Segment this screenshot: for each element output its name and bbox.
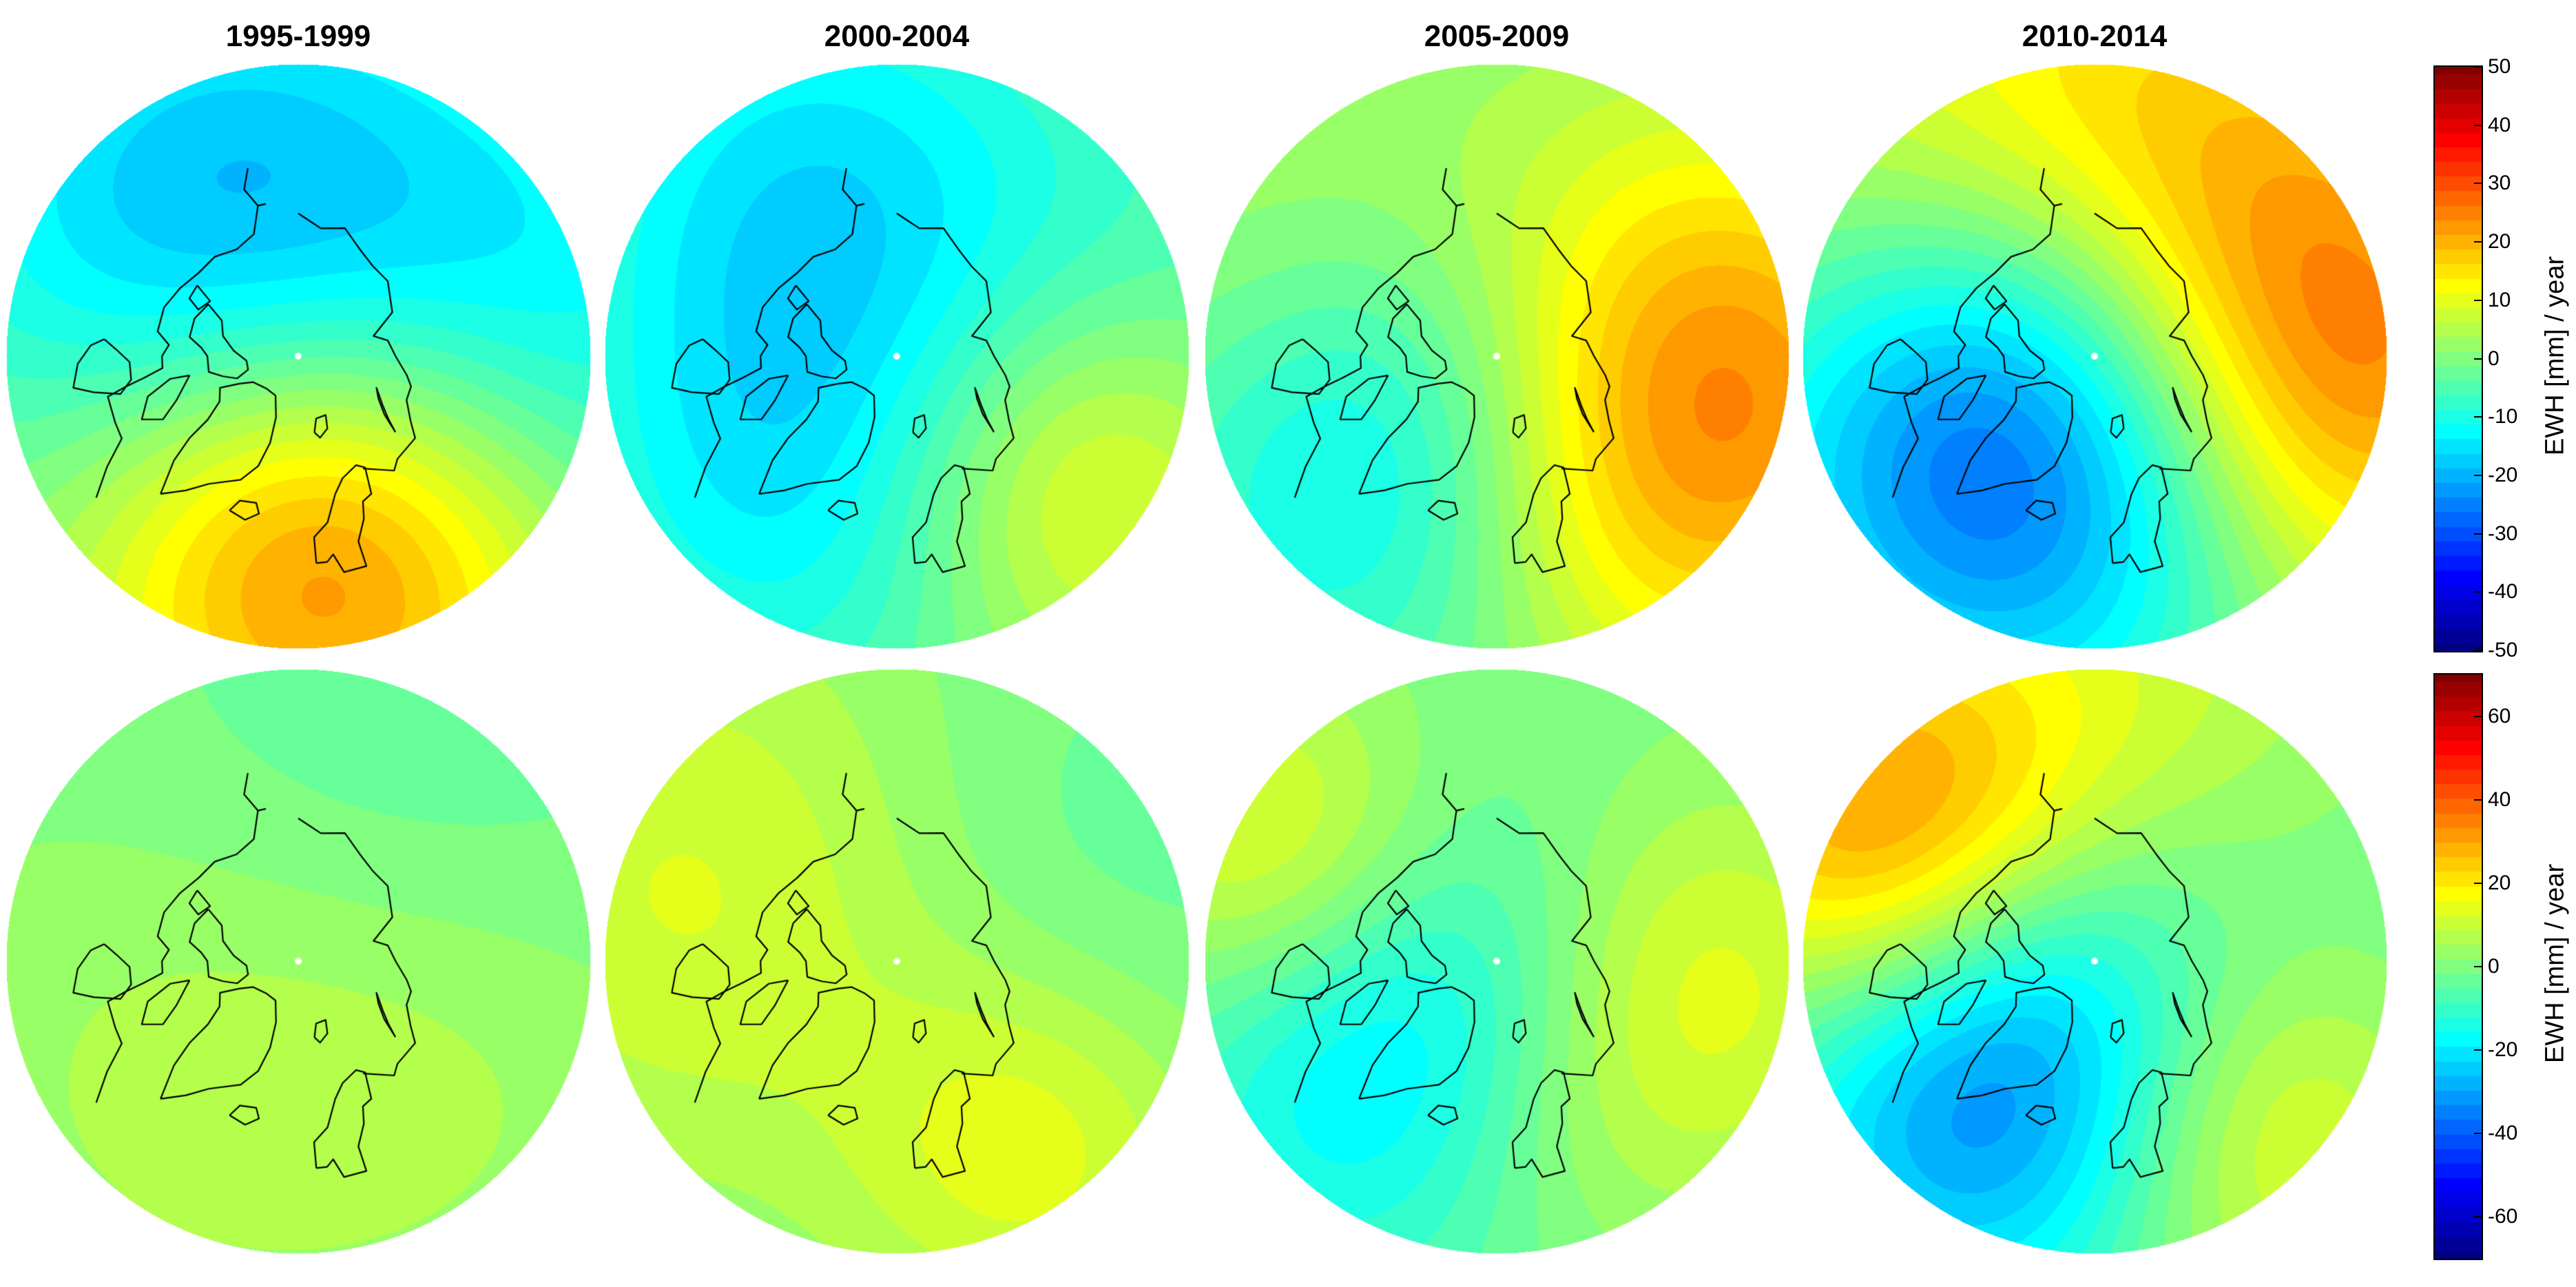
colorbar-tick-label: -40	[2488, 580, 2518, 604]
colorbar-tick-label: -20	[2488, 463, 2518, 486]
colorbar-tick-mark	[2474, 882, 2482, 884]
map-panel-row2-2000-2004	[601, 665, 1193, 1257]
colorbar-tick-mark	[2474, 66, 2482, 68]
colorbar-tick-label: 0	[2488, 347, 2500, 370]
colorbar-tick-label: 40	[2488, 113, 2511, 136]
colorbar-tick-label: -60	[2488, 1204, 2518, 1228]
column-title-2010-2014: 2010-2014	[2022, 19, 2168, 53]
colorbar-tick-label: -40	[2488, 1121, 2518, 1144]
colorbar-tick-label: 20	[2488, 871, 2511, 894]
map-panel-row1-2010-2014	[1798, 60, 2391, 652]
colorbar-tick-mark	[2474, 124, 2482, 126]
colorbar-tick-mark	[2474, 299, 2482, 301]
colorbar-tick-label: 50	[2488, 55, 2511, 78]
colorbar-tick-label: -10	[2488, 405, 2518, 429]
map-panel-row1-2000-2004	[601, 60, 1193, 652]
colorbar-tick-label: -20	[2488, 1038, 2518, 1061]
colorbar-tick-label: 40	[2488, 787, 2511, 811]
colorbar-top-label: EWH [mm] / year	[2540, 256, 2570, 456]
colorbar-tick-mark	[2474, 474, 2482, 476]
colorbar-tick-label: 20	[2488, 230, 2511, 254]
colorbar-tick-mark	[2474, 183, 2482, 185]
column-title-1995-1999: 1995-1999	[225, 19, 371, 53]
colorbar-tick-label: -30	[2488, 522, 2518, 545]
colorbar-tick-mark	[2474, 358, 2482, 360]
colorbar-tick-mark	[2474, 1132, 2482, 1134]
colorbar-tick-mark	[2474, 650, 2482, 651]
map-panel-row1-1995-1999	[2, 60, 594, 652]
colorbar-tick-mark	[2474, 416, 2482, 418]
colorbar-tick-mark	[2474, 241, 2482, 243]
colorbar-tick-mark	[2474, 965, 2482, 967]
colorbar-tick-mark	[2474, 715, 2482, 717]
colorbar-tick-label: 60	[2488, 704, 2511, 728]
map-panel-row2-1995-1999	[2, 665, 594, 1257]
colorbar-tick-label: 30	[2488, 172, 2511, 195]
map-panel-row2-2005-2009	[1201, 665, 1793, 1257]
map-panel-row2-2010-2014	[1798, 665, 2391, 1257]
colorbar-bottom-label: EWH [mm] / year	[2540, 863, 2570, 1064]
map-panel-row1-2005-2009	[1201, 60, 1793, 652]
colorbar-tick-label: -50	[2488, 639, 2518, 661]
colorbar-tick-label: 10	[2488, 288, 2511, 311]
colorbar-tick-mark	[2474, 533, 2482, 535]
colorbar-tick-mark	[2474, 1215, 2482, 1217]
column-title-2000-2004: 2000-2004	[824, 19, 970, 53]
colorbar-tick-mark	[2474, 799, 2482, 801]
column-title-2005-2009: 2005-2009	[1424, 19, 1570, 53]
colorbar-tick-label: 0	[2488, 954, 2500, 978]
colorbar-tick-mark	[2474, 1049, 2482, 1051]
colorbar-tick-mark	[2474, 591, 2482, 593]
